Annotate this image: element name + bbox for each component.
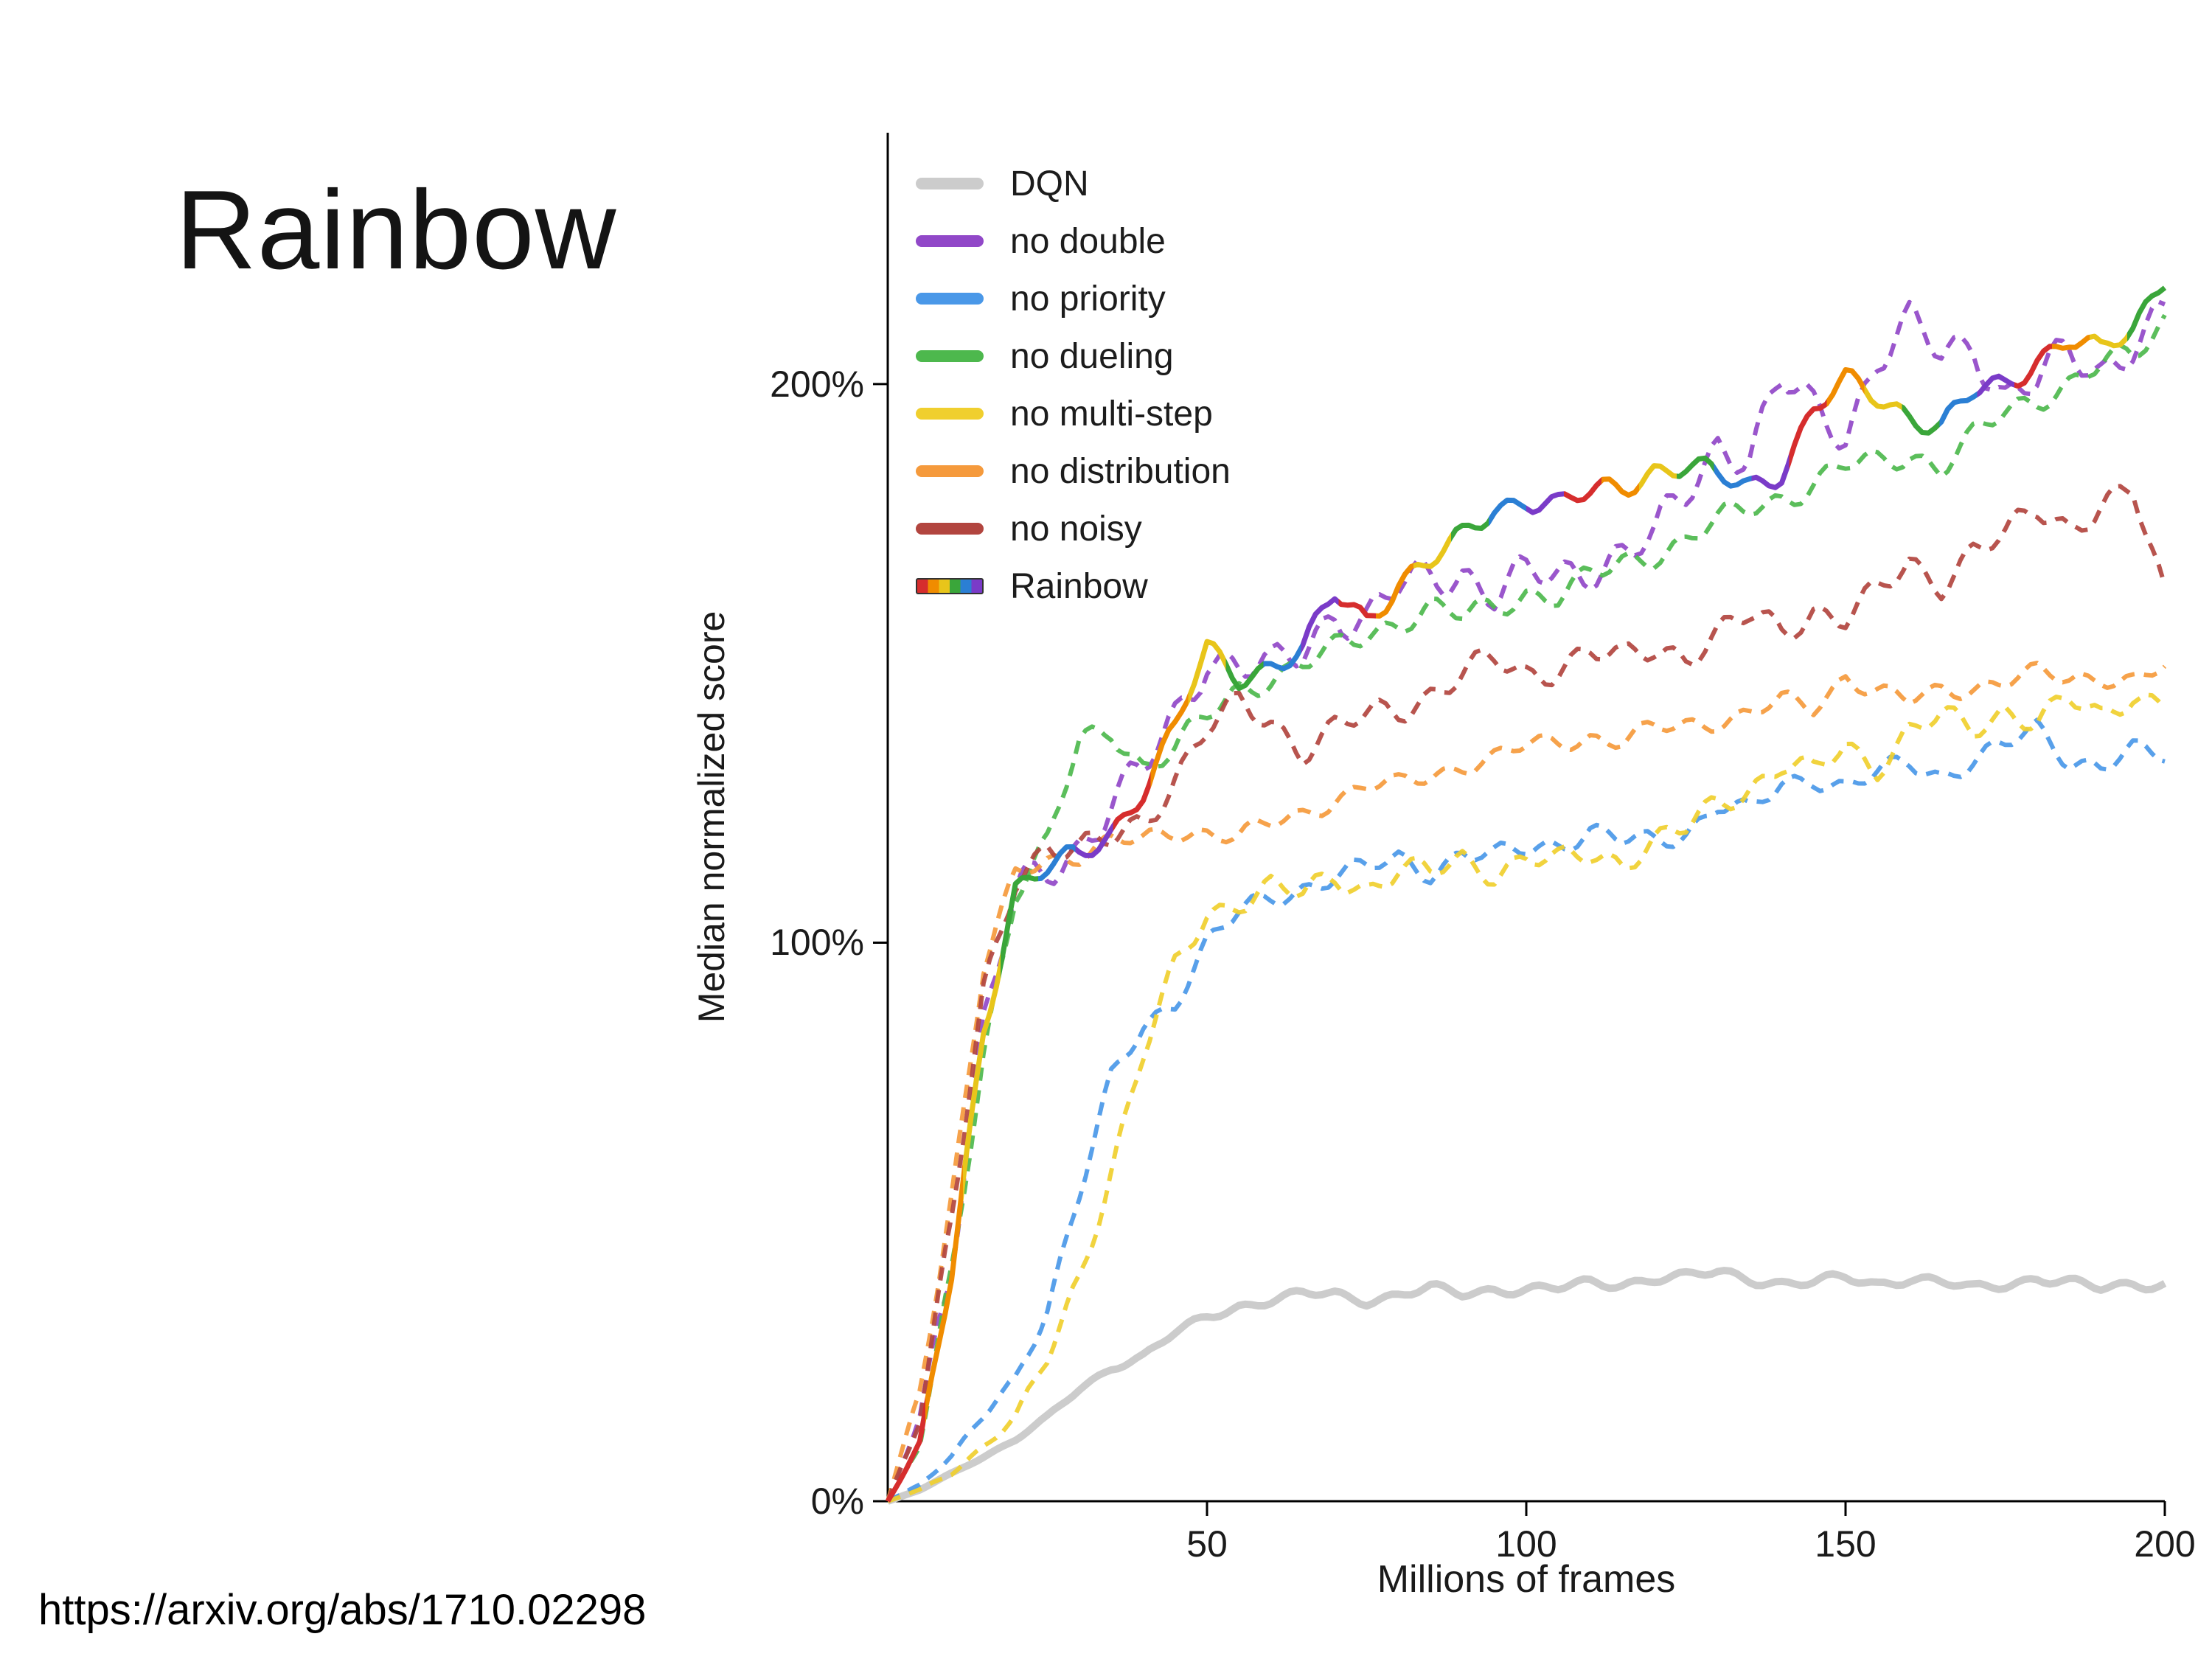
legend-color-swatch-icon [916,408,984,420]
legend-color-swatch-icon [916,465,984,477]
legend-item-no-double: no double [916,212,1231,270]
legend-label: no noisy [1010,509,1142,549]
series-line-dqn [886,1267,2167,1505]
legend-label: no dueling [1010,336,1174,376]
chart-legend: DQN no double no priority no dueling no mult… [916,155,1231,615]
series-line-no-double [886,299,2166,1503]
legend-item-no-noisy: no noisy [916,500,1231,557]
series-line-no-dueling [886,313,2167,1503]
legend-item-no-multi-step: no multi-step [916,385,1231,442]
legend-item-no-dueling: no dueling [916,327,1231,385]
rainbow-multicolor-swatch-icon [916,578,984,594]
legend-item-no-priority: no priority [916,270,1231,327]
legend-label: no distribution [1010,451,1231,491]
legend-item-rainbow: Rainbow [916,557,1231,615]
legend-color-swatch-icon [916,178,984,189]
legend-label: Rainbow [1010,566,1148,606]
legend-color-swatch-icon [916,235,984,247]
slide-title: Rainbow [175,167,617,293]
series-line-no-distribution [886,661,2167,1502]
series-line-rainbow [886,285,2167,1503]
arxiv-link[interactable]: https://arxiv.org/abs/1710.02298 [38,1586,647,1634]
series-line-no-noisy [886,484,2167,1503]
legend-color-swatch-icon [916,293,984,305]
legend-color-swatch-icon [916,350,984,362]
chart-plot-area [873,133,2167,1516]
legend-item-no-distribution: no distribution [916,442,1231,500]
x-axis-label: Millions of frames [1377,1558,1676,1601]
series-line-no-priority [886,717,2166,1503]
y-axis-label: Median normalized score [691,611,732,1023]
legend-label: no priority [1010,279,1166,319]
series-line-no-multi-step [887,692,2167,1503]
legend-color-swatch-icon [916,523,984,535]
legend-label: DQN [1010,164,1089,204]
legend-label: no multi-step [1010,394,1213,434]
legend-item-dqn: DQN [916,155,1231,212]
legend-label: no double [1010,221,1166,261]
